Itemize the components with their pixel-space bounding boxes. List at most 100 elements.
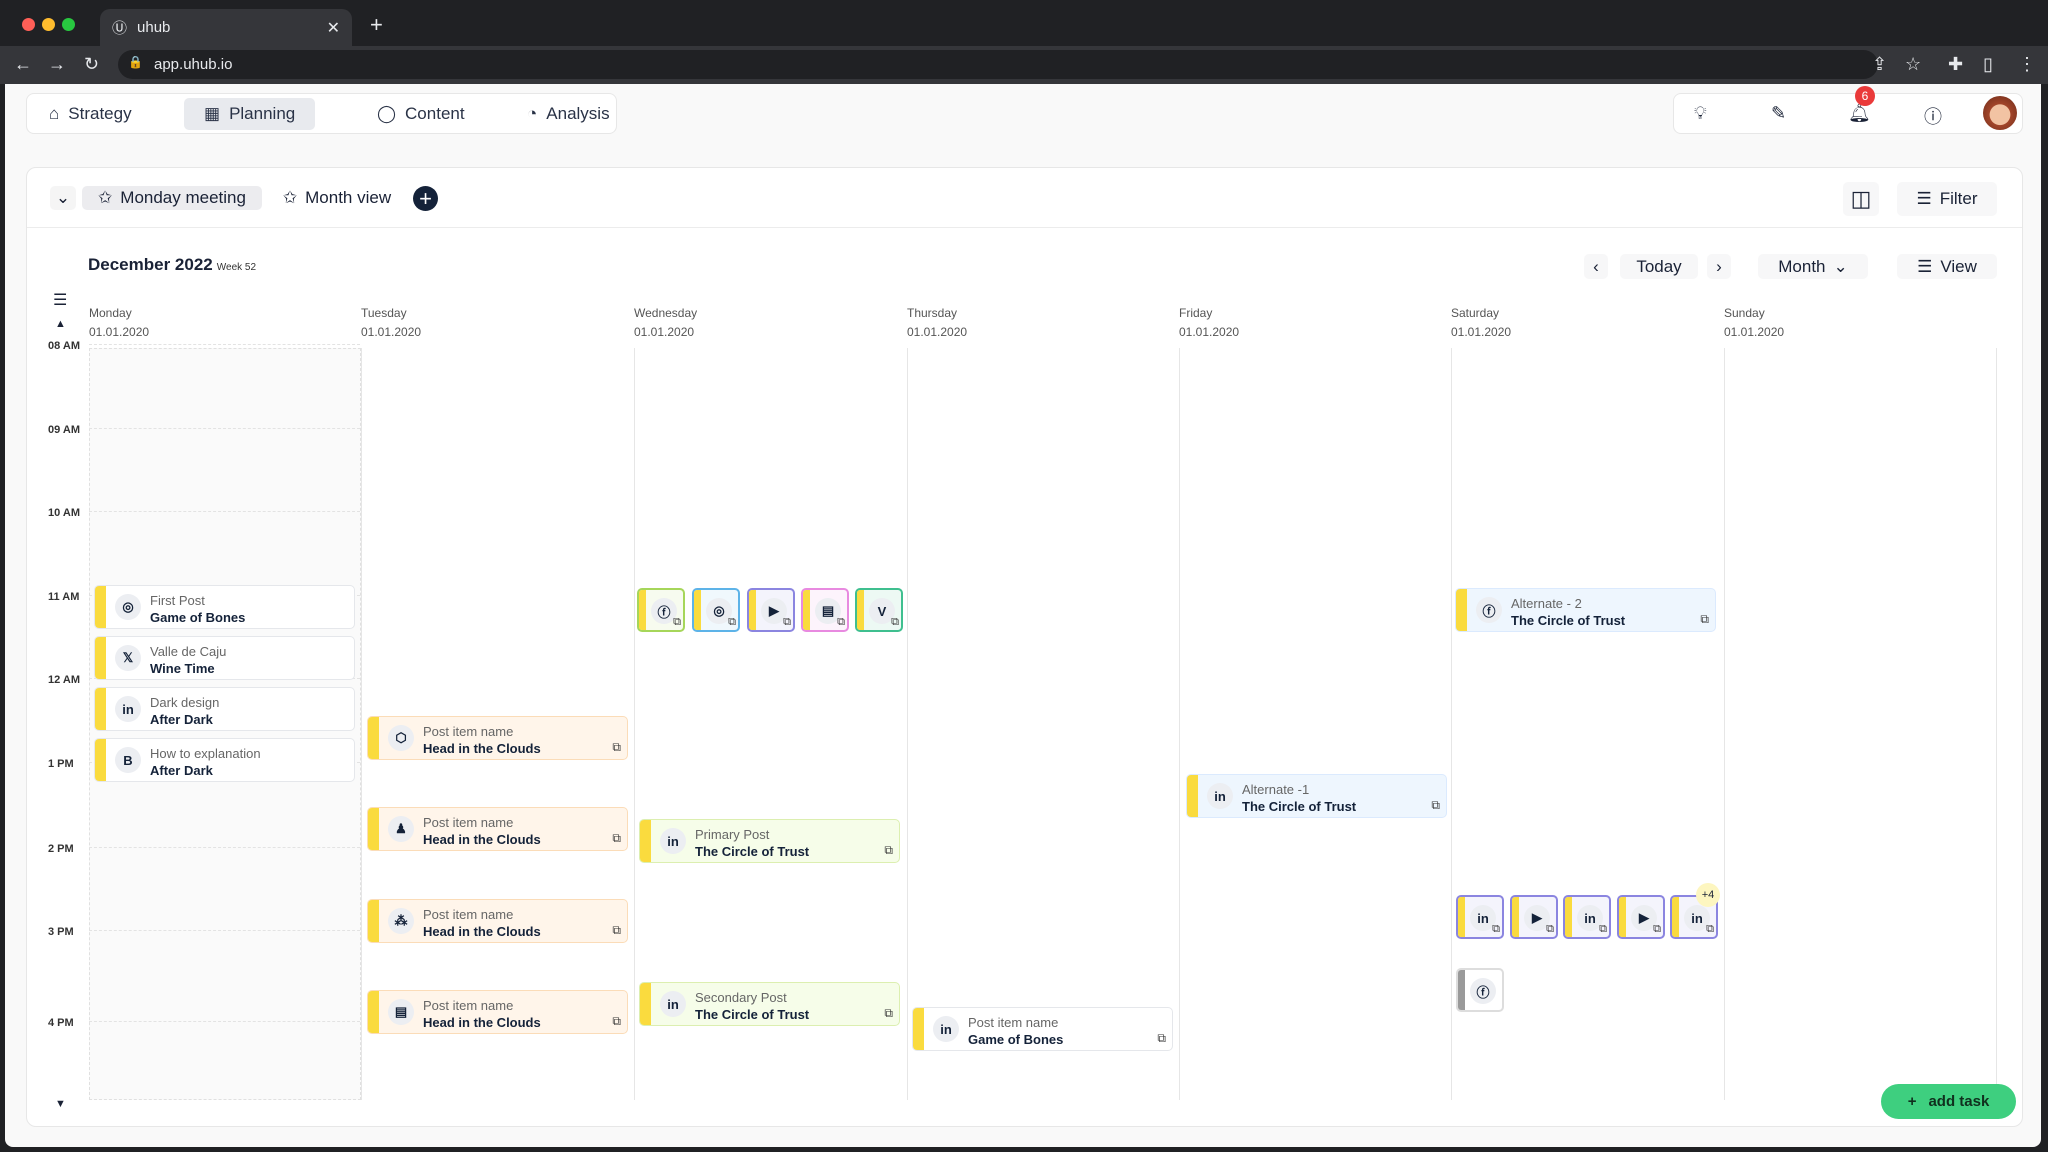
avatar[interactable] — [1983, 96, 2017, 130]
bookmark-star-icon[interactable]: ☆ — [1905, 54, 1922, 74]
event-card[interactable]: in Dark design After Dark — [94, 687, 355, 731]
event-card[interactable]: in Alternate -1 The Circle of Trust ⧉ — [1186, 774, 1447, 818]
event-accent-bar — [694, 590, 701, 630]
compact-event-card[interactable]: ◎ ⧉ — [692, 588, 740, 632]
share-icon[interactable]: ⇪ — [1872, 54, 1888, 74]
day-divider — [1179, 348, 1180, 1100]
facebook-icon: ⓕ — [1470, 978, 1496, 1004]
event-card[interactable]: in Secondary Post The Circle of Trust ⧉ — [639, 982, 900, 1026]
event-card[interactable]: ◎ First Post Game of Bones — [94, 585, 355, 629]
event-card[interactable]: in Primary Post The Circle of Trust ⧉ — [639, 819, 900, 863]
compact-event-card[interactable]: V ⧉ — [855, 588, 903, 632]
prev-button[interactable]: ‹ — [1584, 254, 1608, 279]
scroll-up-icon[interactable]: ▲ — [55, 318, 66, 330]
copy-icon[interactable]: ⧉ — [1157, 1031, 1166, 1045]
copy-icon[interactable]: ⧉ — [1653, 923, 1661, 935]
event-card[interactable]: ⬡ Post item name Head in the Clouds ⧉ — [367, 716, 628, 760]
event-title: After Dark — [150, 712, 213, 727]
day-divider — [907, 348, 908, 1100]
notes-icon[interactable]: ✎ — [1771, 103, 1787, 123]
copy-icon[interactable]: ⧉ — [612, 923, 621, 937]
copy-icon[interactable]: ⧉ — [612, 831, 621, 845]
compact-event-card[interactable]: ⓕ ⧉ — [637, 588, 685, 632]
help-icon[interactable]: ⓘ — [1924, 107, 1942, 127]
document-icon: ▤ — [388, 999, 414, 1025]
day-header: Tuesday 01.01.2020 — [361, 304, 421, 342]
next-button[interactable]: › — [1707, 254, 1731, 279]
compact-event-card[interactable]: in ⧉ — [1456, 895, 1504, 939]
event-title: The Circle of Trust — [1511, 613, 1626, 628]
view-tab-month-view[interactable]: ✩ Month view — [272, 186, 402, 210]
back-icon[interactable]: ← — [14, 54, 32, 74]
sliders-icon: ☰ — [1917, 256, 1933, 276]
copy-icon[interactable]: ⧉ — [612, 740, 621, 754]
day-date: 01.01.2020 — [89, 325, 150, 339]
event-accent-bar — [749, 590, 756, 630]
maximize-window-button[interactable] — [62, 18, 75, 31]
tab-content[interactable]: ◯ Content — [357, 98, 485, 130]
bell-icon[interactable]: 🔔︎ — [1848, 103, 1871, 123]
copy-icon[interactable]: ⧉ — [728, 616, 736, 628]
minimize-window-button[interactable] — [42, 18, 55, 31]
more-count-badge[interactable]: +4 — [1696, 883, 1720, 907]
linkedin-icon: in — [660, 991, 686, 1017]
compact-event-card[interactable]: ▶ ⧉ — [1617, 895, 1665, 939]
compact-event-card[interactable]: ▤ ⧉ — [801, 588, 849, 632]
copy-icon[interactable]: ⧉ — [884, 1006, 893, 1020]
compact-event-card[interactable]: ▶ ⧉ — [747, 588, 795, 632]
add-view-button[interactable]: + — [413, 186, 438, 211]
forward-icon[interactable]: → — [48, 54, 66, 74]
filter-button[interactable]: ☰ Filter — [1897, 182, 1997, 216]
copy-icon[interactable]: ⧉ — [783, 616, 791, 628]
copy-icon[interactable]: ⧉ — [1599, 923, 1607, 935]
new-tab-icon[interactable]: + — [370, 12, 383, 37]
stack-icon[interactable]: ☰ — [53, 292, 68, 309]
copy-icon[interactable]: ⧉ — [1700, 612, 1709, 626]
close-tab-icon[interactable]: ✕ — [326, 19, 340, 37]
event-card[interactable]: ▤ Post item name Head in the Clouds ⧉ — [367, 990, 628, 1034]
today-button[interactable]: Today — [1620, 254, 1698, 279]
event-card[interactable]: ♟ Post item name Head in the Clouds ⧉ — [367, 807, 628, 851]
event-title: The Circle of Trust — [695, 1007, 810, 1022]
reload-icon[interactable]: ↻ — [84, 54, 100, 74]
compact-event-card[interactable]: in ⧉ — [1670, 895, 1718, 939]
browser-tab[interactable]: Ⓤ uhub ✕ — [100, 9, 352, 46]
copy-icon[interactable]: ⧉ — [1492, 923, 1500, 935]
tab-strategy[interactable]: ⌂ Strategy — [29, 98, 152, 130]
event-card[interactable]: B How to explanation After Dark — [94, 738, 355, 782]
add-task-button[interactable]: + add task — [1881, 1084, 2016, 1119]
close-window-button[interactable] — [22, 18, 35, 31]
tab-analysis[interactable]: ◔ Analysis — [507, 98, 630, 130]
event-accent-bar — [1458, 970, 1465, 1010]
split-panel-button[interactable]: ◫ — [1843, 182, 1879, 216]
view-tab-monday-meeting[interactable]: ✩ Monday meeting — [82, 186, 262, 210]
time-label: 3 PM — [48, 926, 74, 938]
copy-icon[interactable]: ⧉ — [673, 616, 681, 628]
copy-icon[interactable]: ⧉ — [1431, 798, 1440, 812]
url-field[interactable]: app.uhub.io — [118, 50, 1878, 79]
copy-icon[interactable]: ⧉ — [891, 616, 899, 628]
copy-icon[interactable]: ⧉ — [837, 616, 845, 628]
scroll-down-icon[interactable]: ▼ — [55, 1098, 66, 1110]
event-card[interactable]: in Post item name Game of Bones ⧉ — [912, 1007, 1173, 1051]
copy-icon[interactable]: ⧉ — [1706, 923, 1714, 935]
extensions-icon[interactable]: ✚ — [1948, 54, 1964, 74]
copy-icon[interactable]: ⧉ — [1546, 923, 1554, 935]
event-card[interactable]: ⁂ Post item name Head in the Clouds ⧉ — [367, 899, 628, 943]
browser-menu-icon[interactable]: ⋮ — [2018, 54, 2036, 74]
copy-icon[interactable]: ⧉ — [884, 843, 893, 857]
facebook-icon: ⓕ — [651, 598, 677, 624]
event-card[interactable]: 𝕏 Valle de Caju Wine Time — [94, 636, 355, 680]
range-select[interactable]: Month ⌄ — [1758, 254, 1868, 279]
collapse-chevron-icon[interactable]: ⌄ — [50, 186, 76, 210]
compact-event-card[interactable]: ⓕ — [1456, 968, 1504, 1012]
copy-icon[interactable]: ⧉ — [612, 1014, 621, 1028]
compact-event-card[interactable]: in ⧉ — [1563, 895, 1611, 939]
day-header: Friday 01.01.2020 — [1179, 304, 1239, 342]
tab-planning[interactable]: ▦ Planning — [184, 98, 316, 130]
compact-event-card[interactable]: ▶ ⧉ — [1510, 895, 1558, 939]
lightbulb-icon[interactable]: 💡︎ — [1694, 103, 1707, 123]
sidebar-toggle-icon[interactable]: ▯ — [1983, 54, 1993, 74]
event-card[interactable]: ⓕ Alternate - 2 The Circle of Trust ⧉ — [1455, 588, 1716, 632]
view-settings-button[interactable]: ☰ View — [1897, 254, 1997, 279]
